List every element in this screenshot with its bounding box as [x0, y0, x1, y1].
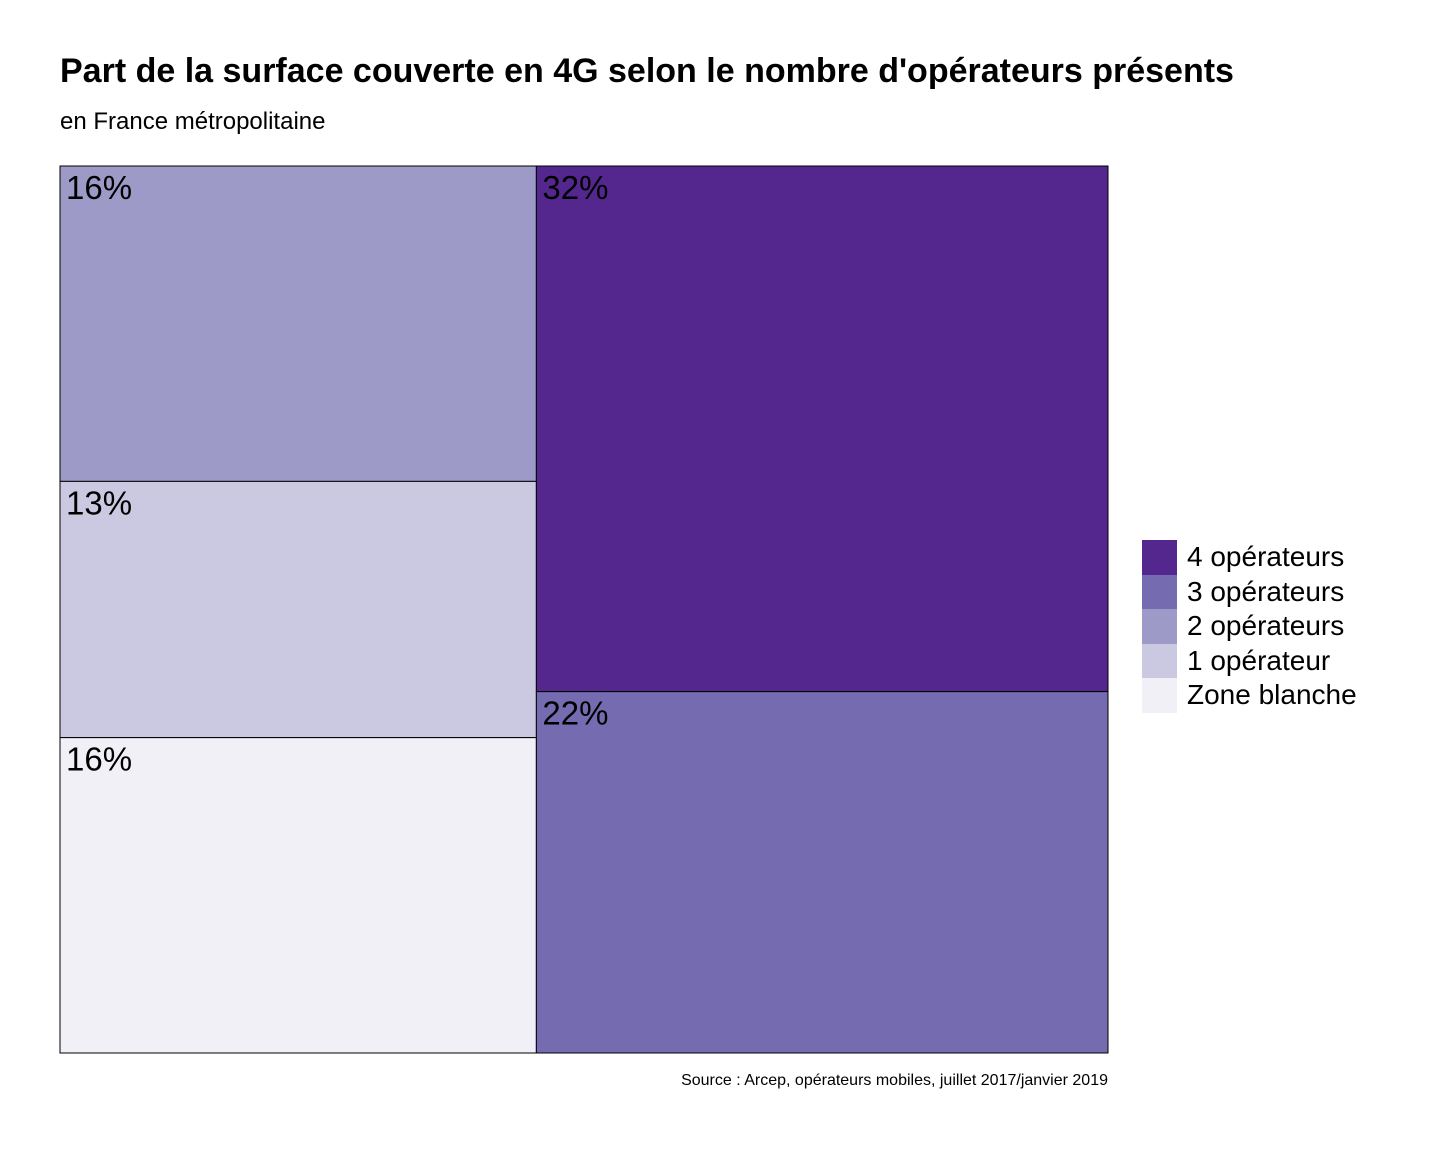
legend-swatch — [1142, 540, 1177, 575]
legend-label: 4 opérateurs — [1187, 541, 1345, 572]
legend-item-2-operateurs: 2 opérateurs — [1142, 609, 1357, 644]
legend-swatch — [1142, 678, 1177, 713]
legend-item-4-operateurs: 4 opérateurs — [1142, 540, 1357, 575]
legend-item-zone-blanche: Zone blanche — [1142, 678, 1357, 713]
tile-label-1-operateur: 13% — [66, 484, 132, 521]
tile-1-operateur — [59, 480, 537, 739]
legend-item-1-operateur: 1 opérateur — [1142, 643, 1357, 678]
tile-zone-blanche — [59, 737, 537, 1054]
legend-item-3-operateurs: 3 opérateurs — [1142, 574, 1357, 609]
chart-source: Source : Arcep, opérateurs mobiles, juil… — [681, 1072, 1108, 1089]
legend-swatch — [1142, 609, 1177, 644]
tile-label-2-operateurs: 16% — [66, 169, 132, 206]
chart-subtitle: en France métropolitaine — [60, 108, 326, 135]
chart-title: Part de la surface couverte en 4G selon … — [60, 52, 1234, 90]
legend-label: 2 opérateurs — [1187, 610, 1345, 641]
legend-label: Zone blanche — [1187, 679, 1357, 710]
legend-swatch — [1142, 643, 1177, 678]
tile-label-zone-blanche: 16% — [66, 741, 132, 778]
tile-2-operateurs — [59, 165, 537, 482]
tile-label-3-operateurs: 22% — [542, 695, 608, 732]
legend-swatch — [1142, 574, 1177, 609]
legend-label: 3 opérateurs — [1187, 575, 1345, 607]
legend-label: 1 opérateur — [1187, 644, 1331, 676]
tile-3-operateurs — [535, 691, 1109, 1054]
legend: 4 opérateurs 3 opérateurs 2 opérateurs 1 op… — [1142, 540, 1357, 713]
tile-label-4-operateurs: 32% — [542, 169, 608, 206]
tile-4-operateurs — [535, 165, 1109, 693]
